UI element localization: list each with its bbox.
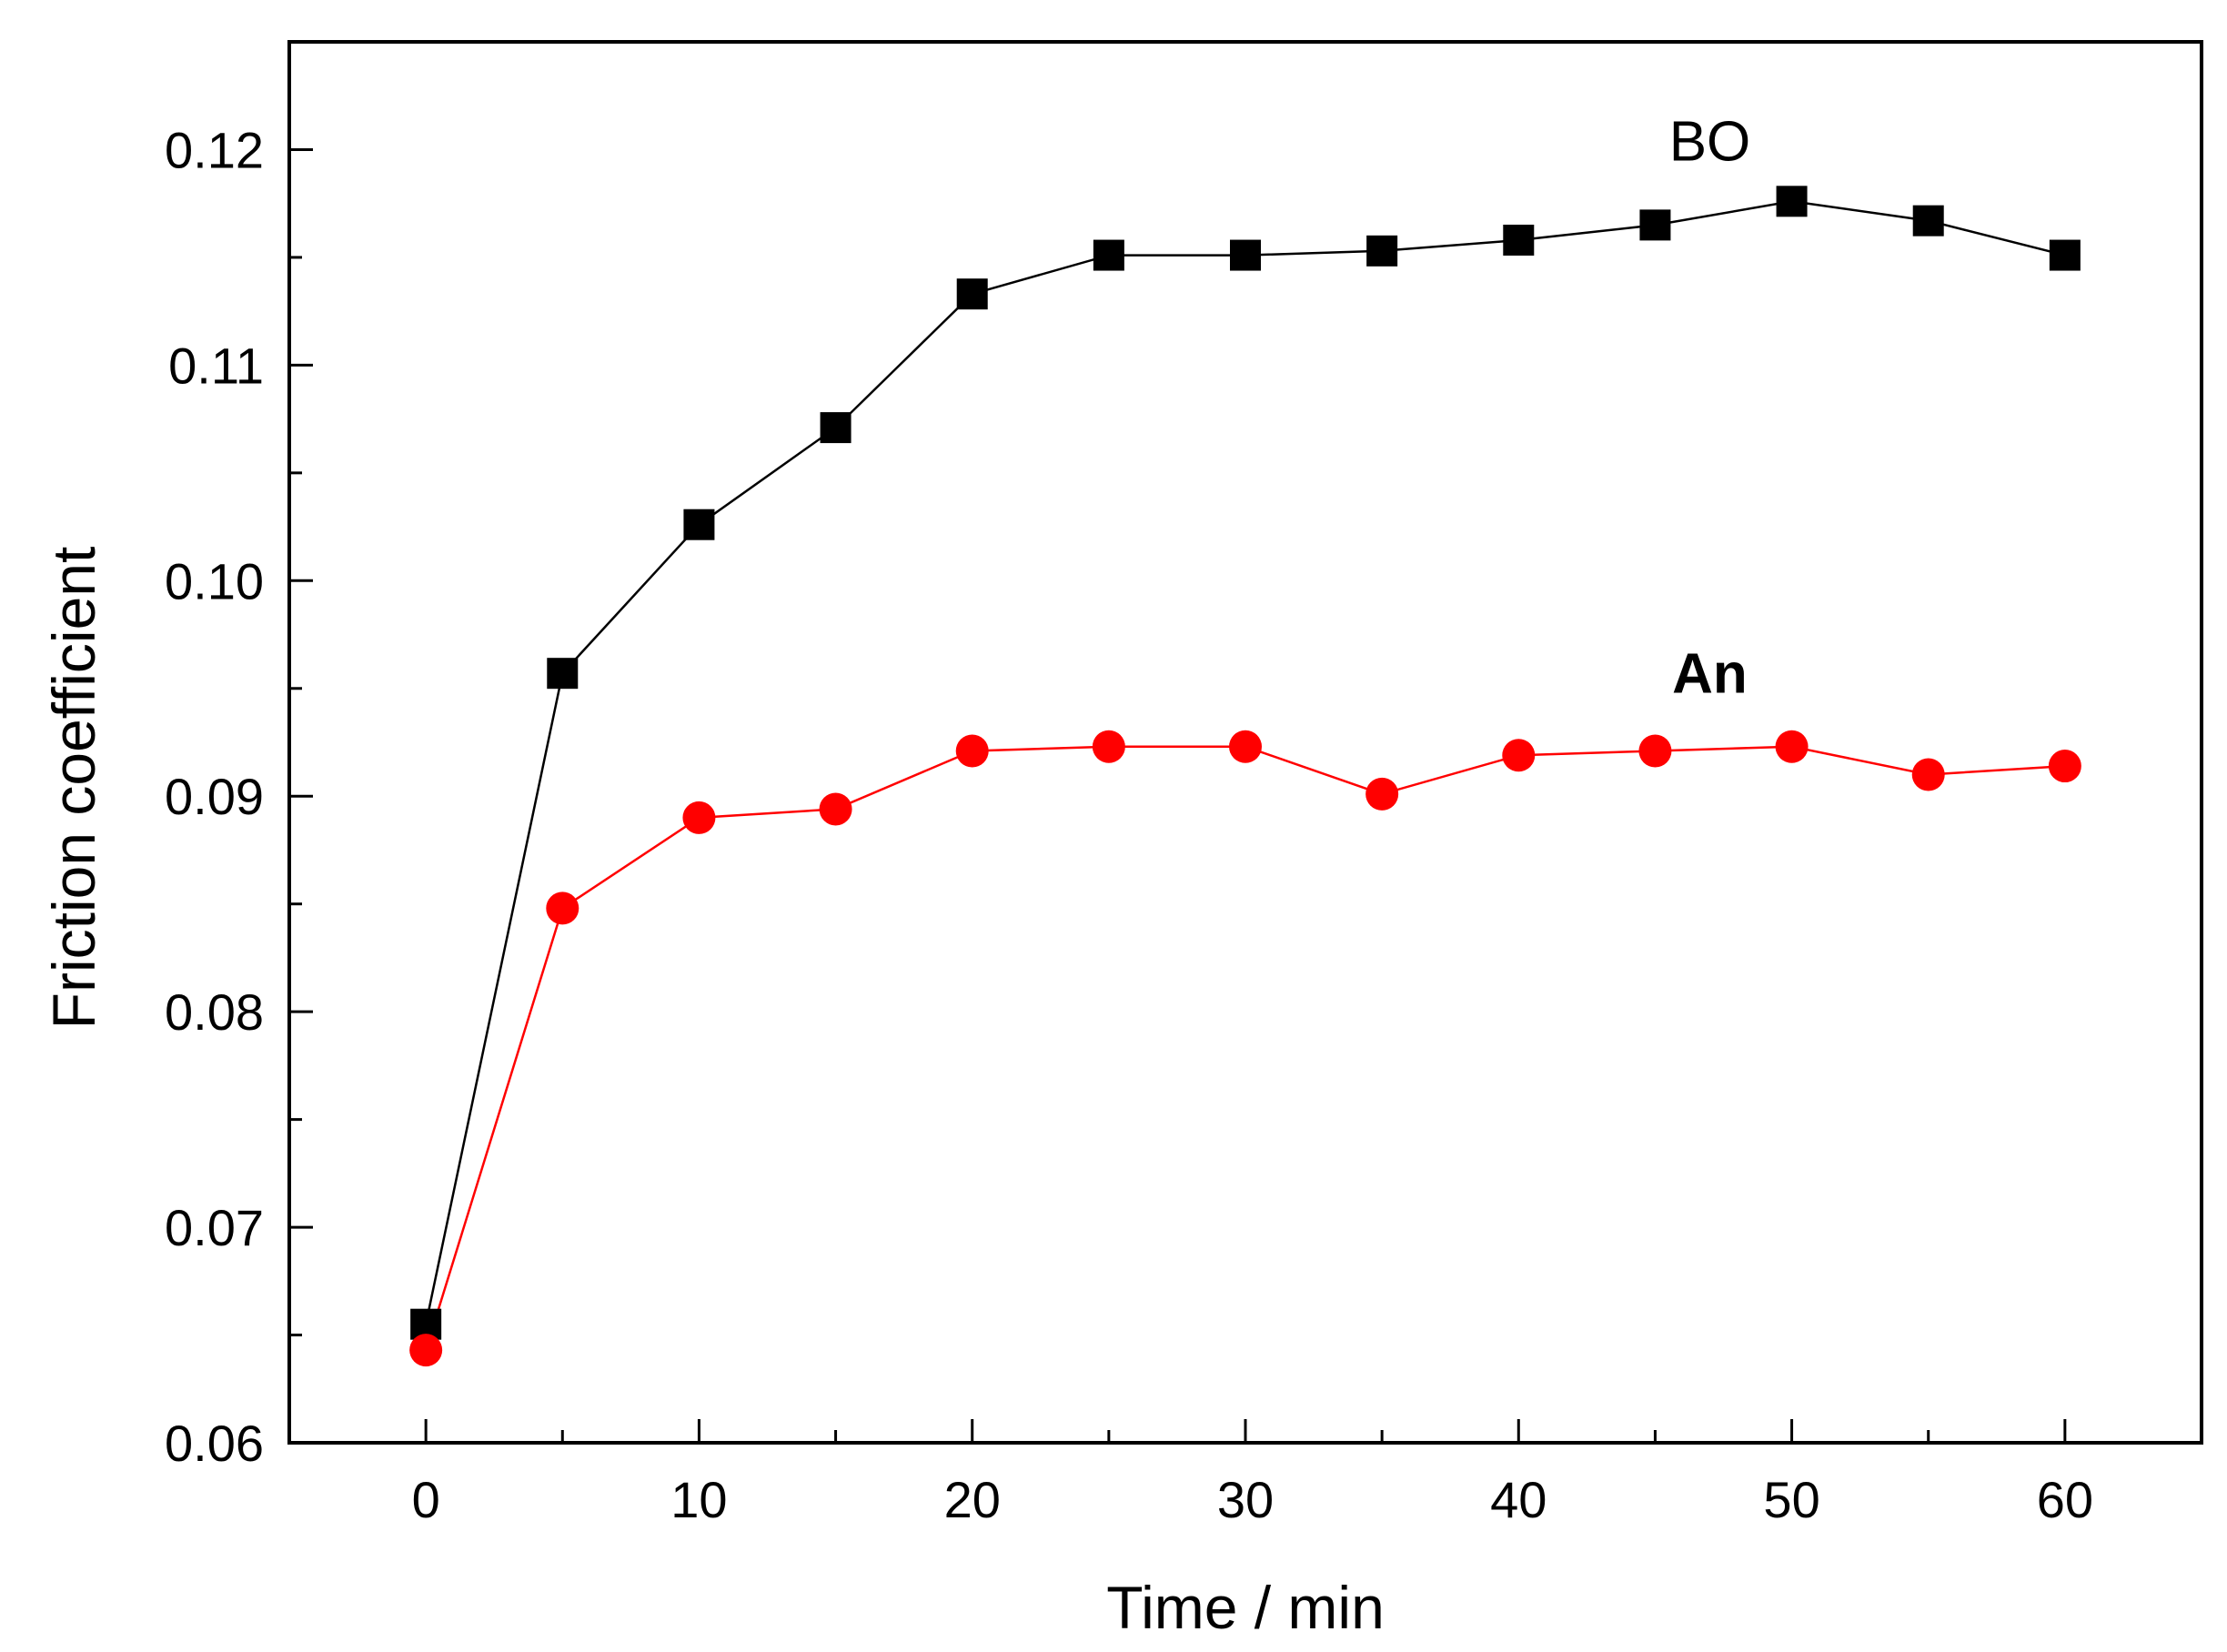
data-point-an-35 [1365,777,1399,811]
y-tick-label: 0.09 [165,768,264,825]
data-point-bo-50 [1776,186,1808,217]
y-tick-label: 0.12 [165,121,264,178]
series-label-an: An [1672,643,1748,706]
data-point-an-20 [955,734,989,768]
data-point-bo-5 [547,658,579,690]
data-point-an-0 [409,1334,443,1367]
y-axis-title: Friction coefficient [40,547,107,1030]
y-tick-label: 0.10 [165,552,264,609]
x-tick-label: 30 [1217,1471,1274,1528]
data-point-bo-45 [1639,209,1671,241]
data-point-bo-60 [2049,239,2081,271]
data-point-an-60 [2048,750,2081,783]
y-tick-label: 0.08 [165,983,264,1041]
x-tick-label: 20 [944,1471,1001,1528]
data-point-bo-55 [1912,205,1944,237]
x-tick-label: 40 [1490,1471,1547,1528]
x-tick-label: 50 [1763,1471,1819,1528]
x-tick-label: 10 [670,1471,727,1528]
series-labels: BO An [1669,110,1751,705]
axis-ticks [287,40,2203,1445]
data-point-an-50 [1775,730,1809,763]
data-point-an-40 [1502,739,1536,772]
y-tick-label: 0.11 [168,337,264,394]
series-line-an [424,745,2065,1351]
data-point-bo-10 [683,509,715,540]
data-point-an-55 [1911,758,1945,791]
data-point-an-15 [819,792,852,826]
y-tick-label: 0.06 [165,1415,264,1472]
x-tick-label: 0 [412,1471,440,1528]
data-point-bo-30 [1230,239,1261,271]
data-point-bo-35 [1366,235,1398,267]
x-axis-title: Time / min [1106,1574,1385,1641]
data-point-bo-20 [956,278,988,310]
data-point-bo-40 [1503,224,1535,256]
data-point-an-30 [1229,730,1262,763]
series-markers [409,186,2081,1367]
tick-labels: 0 10 20 30 40 50 60 0.06 0.07 0.08 0.09 0.10 0.11 0.1… [165,121,2093,1528]
data-point-bo-15 [820,412,852,444]
data-point-an-10 [682,801,716,834]
x-tick-label: 60 [2037,1471,2093,1528]
series-lines [424,200,2066,1351]
data-point-an-5 [546,891,579,925]
data-point-bo-25 [1093,239,1124,271]
data-point-an-45 [1638,734,1672,768]
series-label-bo: BO [1669,110,1751,173]
data-point-an-25 [1092,730,1125,763]
y-tick-label: 0.07 [165,1199,264,1256]
